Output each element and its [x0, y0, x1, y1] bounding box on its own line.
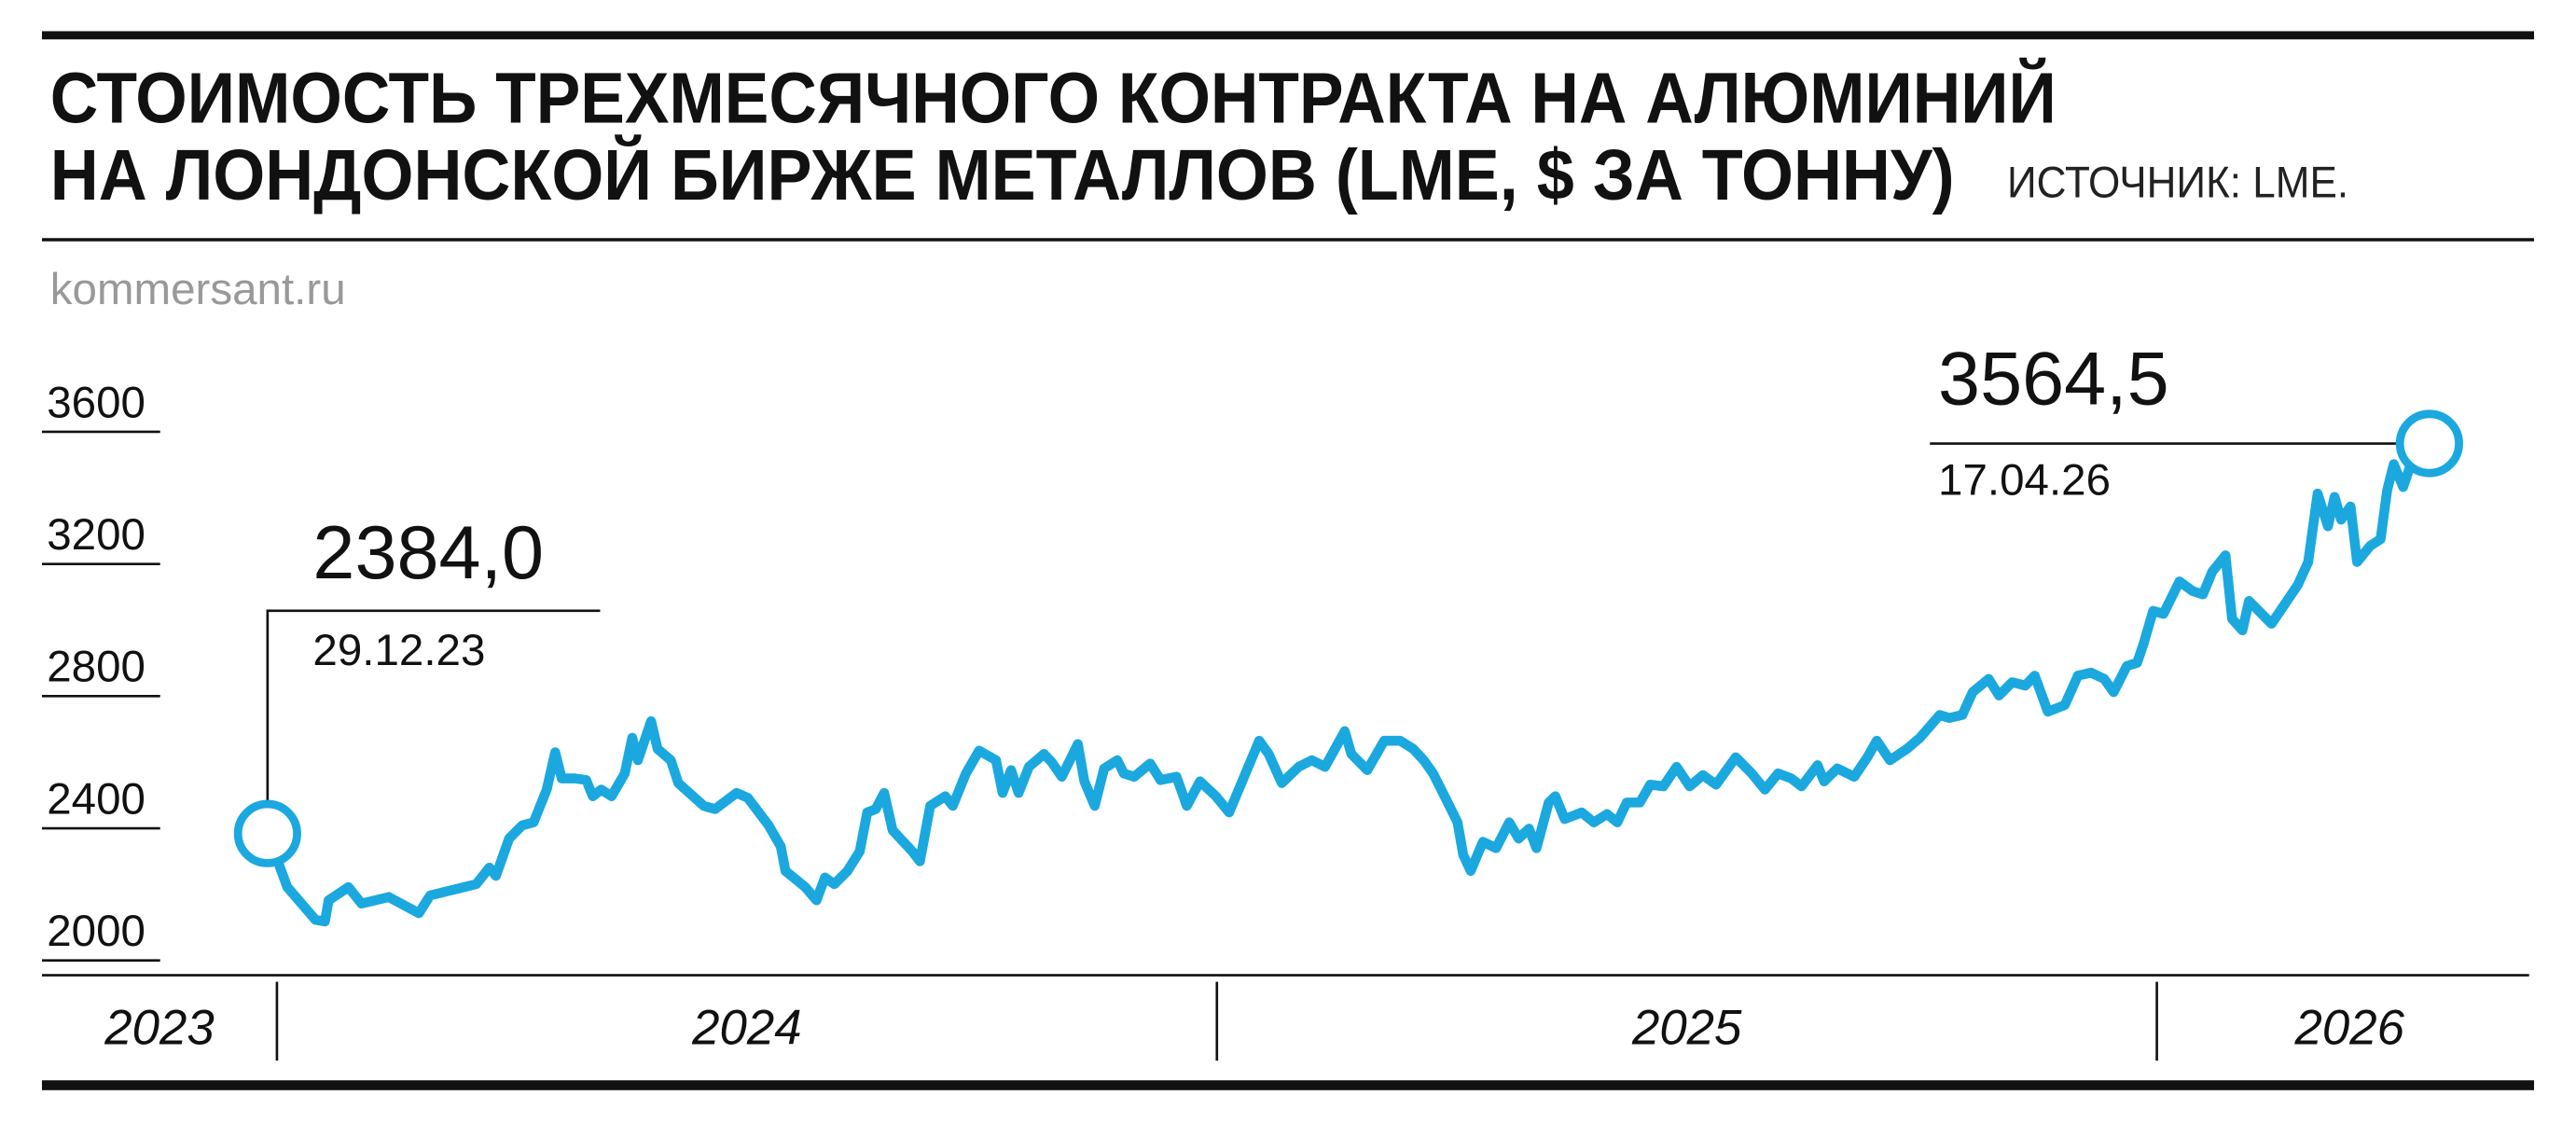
annotation-value: 2384,0: [312, 511, 544, 595]
y-tick-label: 2400: [47, 774, 145, 824]
y-tick-label: 2000: [47, 907, 145, 956]
annotation-value: 3564,5: [1938, 338, 2169, 422]
y-tick-label: 2800: [47, 643, 145, 692]
chart-title: НА ЛОНДОНСКОЙ БИРЖЕ МЕТАЛЛОВ (LME, $ ЗА …: [50, 133, 1955, 215]
y-tick-label: 3200: [47, 510, 145, 560]
y-tick-label: 3600: [47, 378, 145, 427]
end-marker: [2395, 409, 2463, 478]
year-label: 2023: [104, 1000, 214, 1055]
year-label: 2026: [2293, 1000, 2404, 1055]
annotation-date: 29.12.23: [312, 626, 485, 675]
watermark: kommersant.ru: [50, 265, 346, 314]
chart-title: СТОИМОСТЬ ТРЕХМЕСЯЧНОГО КОНТРАКТА НА АЛЮ…: [50, 56, 2057, 138]
source: ИСТОЧНИК: LME.: [2007, 158, 2348, 207]
price-line: [262, 438, 2435, 927]
year-label: 2025: [1631, 1000, 1742, 1055]
end-marker: [233, 799, 301, 867]
callout-line: [266, 609, 601, 834]
annotation-date: 17.04.26: [1938, 455, 2111, 505]
bottom-rule: [41, 1080, 2535, 1090]
year-label: 2024: [691, 1000, 801, 1055]
top-rule: [41, 31, 2535, 40]
